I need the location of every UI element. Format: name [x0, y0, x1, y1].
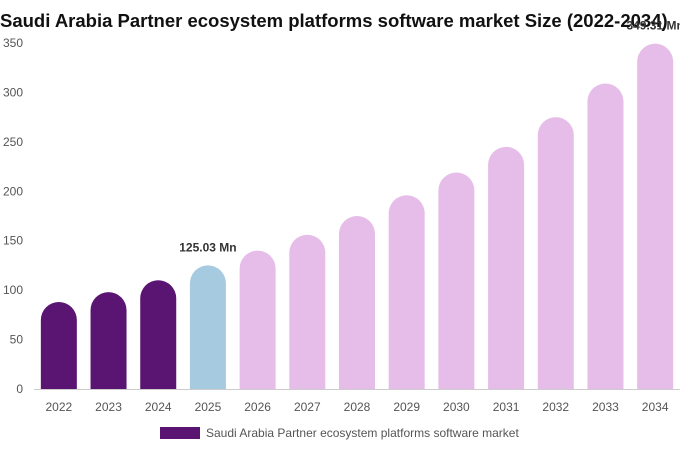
y-tick-label: 150: [3, 234, 23, 248]
data-label-2034: 349.31 Mn: [626, 19, 680, 33]
y-axis-ticks: 0 50 100 150 200 250 300 350: [3, 36, 23, 396]
y-tick-label: 350: [3, 36, 23, 50]
data-labels-group: 125.03 Mn 349.31 Mn: [179, 19, 680, 255]
legend[interactable]: Saudi Arabia Partner ecosystem platforms…: [160, 426, 519, 440]
x-tick-label: 2034: [642, 400, 669, 414]
x-tick-label: 2028: [344, 400, 371, 414]
bar-2031[interactable]: [488, 146, 525, 389]
bars-group: [40, 43, 674, 389]
x-tick-label: 2027: [294, 400, 321, 414]
y-tick-label: 50: [10, 333, 24, 347]
x-tick-label: 2033: [592, 400, 619, 414]
bar-2026[interactable]: [239, 250, 276, 389]
bar-2029[interactable]: [388, 195, 425, 389]
x-axis-ticks: 2022 2023 2024 2025 2026 2027 2028 2029 2030 2031…: [45, 400, 668, 414]
bar-2030[interactable]: [438, 172, 475, 389]
x-tick-label: 2022: [45, 400, 72, 414]
bar-2025[interactable]: [189, 265, 226, 389]
bar-2024[interactable]: [140, 280, 177, 389]
y-tick-label: 100: [3, 283, 23, 297]
y-tick-label: 200: [3, 184, 23, 198]
x-tick-label: 2024: [145, 400, 172, 414]
x-tick-label: 2026: [244, 400, 271, 414]
legend-label: Saudi Arabia Partner ecosystem platforms…: [206, 426, 519, 440]
bar-2033[interactable]: [587, 83, 624, 389]
bar-2034[interactable]: [637, 43, 674, 389]
data-label-2025: 125.03 Mn: [179, 240, 236, 254]
bar-2022[interactable]: [40, 302, 77, 389]
x-tick-label: 2030: [443, 400, 470, 414]
y-tick-label: 0: [16, 382, 23, 396]
y-tick-label: 250: [3, 135, 23, 149]
chart-title: Saudi Arabia Partner ecosystem platforms…: [0, 10, 668, 31]
bar-2028[interactable]: [339, 216, 375, 389]
bar-2032[interactable]: [537, 117, 574, 389]
x-tick-label: 2031: [493, 400, 520, 414]
x-tick-label: 2032: [542, 400, 569, 414]
bar-2027[interactable]: [289, 234, 326, 389]
x-tick-label: 2023: [95, 400, 122, 414]
y-tick-label: 300: [3, 85, 23, 99]
x-tick-label: 2029: [393, 400, 420, 414]
legend-swatch: [160, 427, 200, 439]
x-tick-label: 2025: [195, 400, 222, 414]
bar-2023[interactable]: [90, 292, 127, 389]
